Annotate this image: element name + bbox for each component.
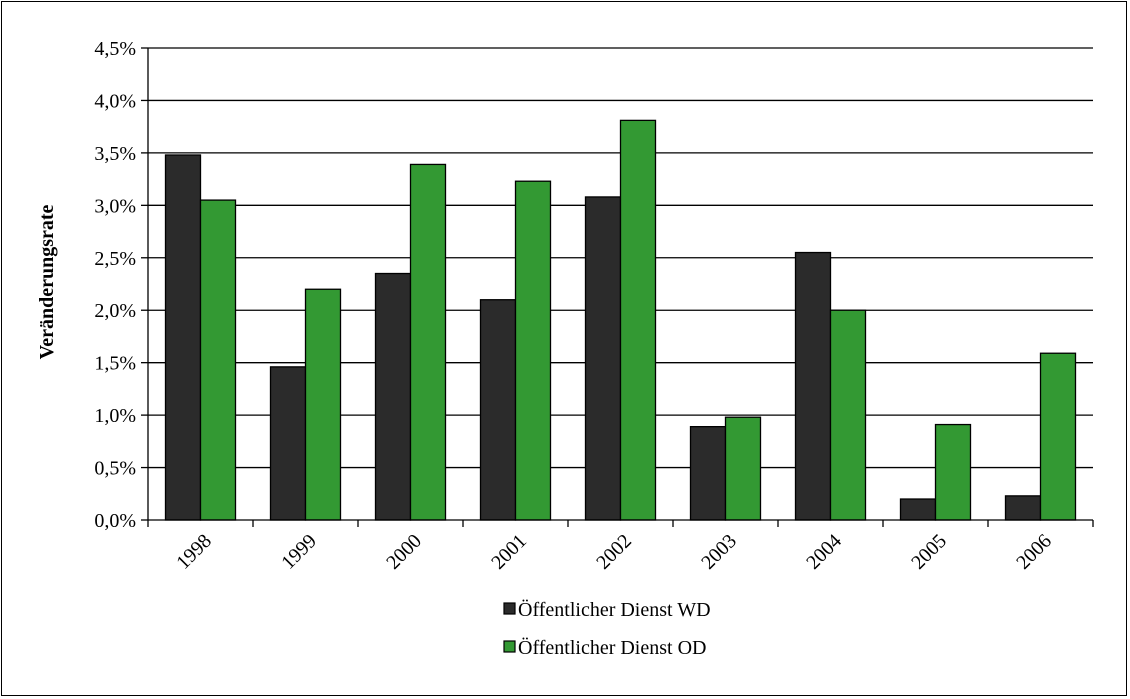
- y-tick-labels: 0,0% 0,5% 1,0% 1,5% 2,0% 2,5% 3,0% 3,5% 4,0% 4,5%: [94, 38, 136, 532]
- bar-wd-2000: [374, 272, 412, 521]
- bar-wd-2002: [584, 196, 622, 521]
- bar-od-2004: [829, 309, 867, 521]
- y-tick-label: 2,0%: [94, 300, 136, 322]
- bar-wd-1999: [269, 366, 307, 521]
- legend-label-od: Öffentlicher Dienst OD: [518, 636, 706, 659]
- bar-od-2002: [619, 119, 657, 521]
- legend-label-wd: Öffentlicher Dienst WD: [518, 598, 711, 621]
- bar-od-2001: [514, 180, 552, 521]
- y-tick-label: 0,0%: [94, 510, 136, 532]
- y-tick-label: 4,0%: [94, 90, 136, 112]
- x-tick-label-2005: 2005: [907, 530, 951, 574]
- y-tick-label: 1,0%: [94, 405, 136, 427]
- x-tick-label-2000: 2000: [382, 530, 426, 574]
- bar-wd-2004: [794, 251, 832, 521]
- x-tick-label-2006: 2006: [1012, 530, 1056, 574]
- x-tick-label-2003: 2003: [697, 530, 741, 574]
- bar-od-2003: [724, 416, 762, 521]
- bar-od-2000: [409, 163, 447, 521]
- y-tick-label: 1,5%: [94, 353, 136, 375]
- bar-wd-2001: [479, 299, 517, 521]
- y-axis-label: Veränderungsrate: [36, 204, 58, 359]
- x-tick-label-1999: 1999: [277, 530, 321, 574]
- bar-od-1999: [304, 288, 342, 521]
- bar-wd-1998: [164, 154, 202, 521]
- y-tick-label: 4,5%: [94, 38, 136, 60]
- axes: [141, 47, 1094, 527]
- bar-wd-2003: [689, 425, 727, 521]
- x-tick-labels: 1998 1999 2000 2001 2002 2003 2004 2005 2006: [172, 530, 1056, 574]
- x-tick-label-2001: 2001: [487, 530, 531, 574]
- bar-od-2006: [1039, 352, 1077, 521]
- x-tick-label-2004: 2004: [802, 530, 846, 574]
- bar-wd-2005: [899, 498, 937, 521]
- legend-swatch-od: [503, 640, 516, 653]
- y-tick-label: 0,5%: [94, 458, 136, 480]
- y-tick-label: 3,0%: [94, 195, 136, 217]
- bars: [164, 119, 1077, 521]
- legend: Öffentlicher Dienst WD Öffentlicher Diens…: [503, 598, 711, 659]
- bar-od-1998: [199, 199, 237, 521]
- y-tick-label: 2,5%: [94, 248, 136, 270]
- x-tick-label-1998: 1998: [172, 530, 216, 574]
- legend-swatch-wd: [503, 602, 516, 615]
- y-tick-label: 3,5%: [94, 143, 136, 165]
- x-tick-label-2002: 2002: [592, 530, 636, 574]
- bar-od-2005: [934, 423, 972, 521]
- bar-wd-2006: [1004, 495, 1042, 521]
